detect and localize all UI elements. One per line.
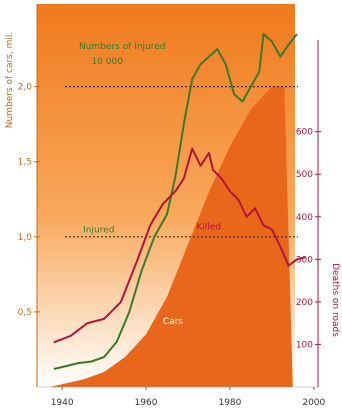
annotation-scale: 10 000	[92, 57, 124, 67]
annotation-cars: Cars	[163, 317, 183, 327]
annotation-killed: Killed	[196, 222, 221, 232]
left-tick-label: 0,5	[18, 308, 32, 318]
series-area-cars	[49, 86, 293, 387]
right-tick-label: 300	[296, 255, 313, 265]
right-tick-label: 600	[296, 128, 313, 138]
x-tick-label: 1960	[135, 398, 158, 408]
right-tick-label: 400	[296, 213, 313, 223]
right-tick-label: 200	[296, 298, 313, 308]
right-tick-label: 500	[296, 170, 313, 180]
left-tick-label: 2,0	[18, 83, 33, 93]
left-tick-label: 1,5	[18, 158, 32, 168]
x-tick-label: 2000	[302, 398, 325, 408]
right-tick-label: 100	[296, 340, 313, 350]
annotation-injured: Injured	[83, 225, 114, 235]
left-axis-title: Numbers of cars, mil.	[5, 32, 15, 128]
series-line-numbers-of-injured	[53, 33, 298, 370]
annotation-numbers-of-injured: Numbers of Injured	[79, 42, 166, 52]
right-axis-title: Deaths on roads	[330, 263, 340, 337]
x-tick-label: 1940	[51, 398, 74, 408]
series-line-killed	[53, 147, 306, 344]
x-tick-label: 1980	[218, 398, 241, 408]
left-tick-label: 1,0	[18, 233, 33, 243]
